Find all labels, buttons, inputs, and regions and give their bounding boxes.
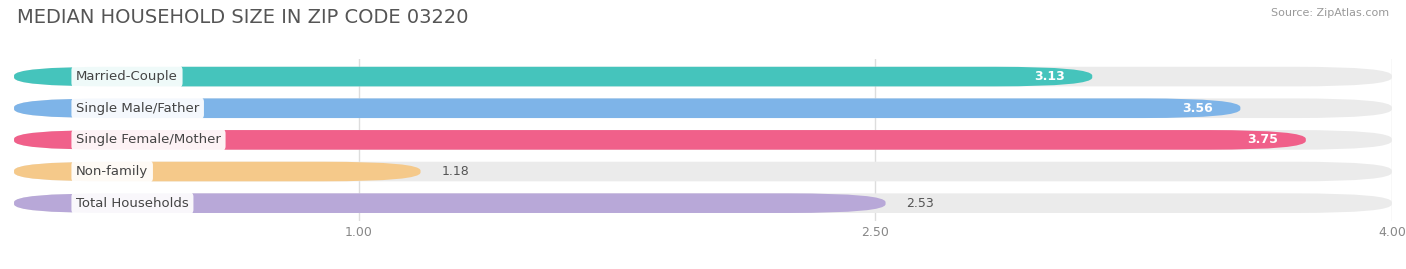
FancyBboxPatch shape <box>14 67 1392 86</box>
Text: 3.56: 3.56 <box>1182 102 1213 115</box>
FancyBboxPatch shape <box>14 162 420 181</box>
Text: Single Female/Mother: Single Female/Mother <box>76 133 221 146</box>
FancyBboxPatch shape <box>14 130 1392 150</box>
Text: Single Male/Father: Single Male/Father <box>76 102 200 115</box>
Text: Married-Couple: Married-Couple <box>76 70 179 83</box>
Text: 2.53: 2.53 <box>907 197 934 210</box>
FancyBboxPatch shape <box>14 98 1392 118</box>
Text: Non-family: Non-family <box>76 165 148 178</box>
FancyBboxPatch shape <box>14 98 1240 118</box>
Text: 3.13: 3.13 <box>1033 70 1064 83</box>
Text: 1.18: 1.18 <box>441 165 470 178</box>
Text: Source: ZipAtlas.com: Source: ZipAtlas.com <box>1271 8 1389 18</box>
Text: Total Households: Total Households <box>76 197 188 210</box>
FancyBboxPatch shape <box>14 193 886 213</box>
Text: MEDIAN HOUSEHOLD SIZE IN ZIP CODE 03220: MEDIAN HOUSEHOLD SIZE IN ZIP CODE 03220 <box>17 8 468 27</box>
FancyBboxPatch shape <box>14 193 1392 213</box>
FancyBboxPatch shape <box>14 162 1392 181</box>
Text: 3.75: 3.75 <box>1247 133 1278 146</box>
FancyBboxPatch shape <box>14 67 1092 86</box>
FancyBboxPatch shape <box>14 130 1306 150</box>
